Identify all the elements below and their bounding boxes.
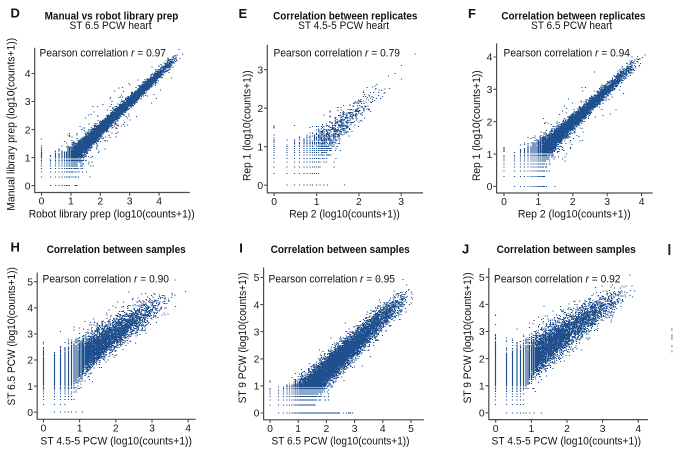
svg-text:H: H [11, 240, 20, 255]
svg-text:1: 1 [479, 381, 485, 392]
svg-text:1: 1 [27, 382, 33, 393]
svg-text:5: 5 [254, 273, 260, 284]
svg-text:1: 1 [536, 197, 542, 208]
svg-text:4: 4 [27, 304, 33, 315]
svg-text:0: 0 [27, 408, 33, 419]
svg-text:1: 1 [254, 382, 260, 393]
svg-text:3: 3 [604, 197, 610, 208]
svg-text:2: 2 [479, 354, 485, 365]
svg-text:1: 1 [529, 424, 535, 435]
svg-text:5: 5 [27, 277, 33, 288]
svg-text:2: 2 [254, 355, 260, 366]
svg-text:0: 0 [479, 409, 485, 420]
svg-text:Correlation between replicates: Correlation between replicates [501, 11, 645, 23]
svg-text:2: 2 [25, 125, 31, 136]
svg-text:Pearson correlation r = 0.95: Pearson correlation r = 0.95 [269, 273, 396, 285]
svg-text:2: 2 [570, 197, 576, 208]
svg-text:2: 2 [356, 197, 362, 208]
svg-text:2: 2 [113, 424, 119, 435]
svg-text:3: 3 [600, 424, 606, 435]
svg-text:J: J [462, 241, 469, 256]
svg-text:0: 0 [501, 197, 507, 208]
svg-text:ST 4.5-5 PCW heart: ST 4.5-5 PCW heart [298, 20, 389, 32]
svg-text:ST 6.5 PCW (log10(counts+1)): ST 6.5 PCW (log10(counts+1)) [271, 435, 409, 447]
svg-text:ST 6.5 PCW (log10(counts+1)): ST 6.5 PCW (log10(counts+1)) [6, 267, 18, 405]
svg-text:3: 3 [127, 197, 133, 208]
svg-text:4: 4 [487, 53, 493, 64]
svg-text:Pearson correlation r = 0.90: Pearson correlation r = 0.90 [43, 273, 170, 285]
svg-text:0: 0 [487, 182, 493, 193]
svg-text:0: 0 [257, 181, 263, 192]
svg-text:Pearson correlation r = 0.94: Pearson correlation r = 0.94 [504, 47, 631, 59]
svg-text:0: 0 [267, 424, 273, 435]
svg-text:Robot library prep (log10(coun: Robot library prep (log10(counts+1)) [29, 208, 195, 220]
svg-text:ST 6.5 PCW heart: ST 6.5 PCW heart [531, 20, 612, 32]
svg-text:E: E [239, 6, 248, 21]
svg-text:0: 0 [254, 409, 260, 420]
svg-text:3: 3 [398, 197, 404, 208]
svg-text:3: 3 [25, 97, 31, 108]
svg-text:0: 0 [25, 181, 31, 192]
svg-text:Pearson correlation r = 0.79: Pearson correlation r = 0.79 [274, 47, 401, 59]
svg-text:1: 1 [295, 424, 301, 435]
svg-text:1: 1 [77, 424, 83, 435]
svg-text:ST 6.5 PCW heart: ST 6.5 PCW heart [69, 20, 151, 32]
svg-text:I: I [239, 241, 243, 256]
svg-text:2: 2 [324, 424, 330, 435]
svg-text:3: 3 [254, 327, 260, 338]
svg-text:Rep 1 (log10(counts+1)): Rep 1 (log10(counts+1)) [242, 70, 254, 181]
svg-text:2: 2 [564, 424, 570, 435]
svg-text:3: 3 [149, 424, 155, 435]
svg-text:1: 1 [25, 153, 31, 164]
svg-text:2: 2 [257, 104, 263, 115]
svg-text:1: 1 [68, 197, 74, 208]
svg-text:3: 3 [27, 330, 33, 341]
svg-text:3: 3 [257, 65, 263, 76]
svg-text:Rep 2 (log10(counts+1)): Rep 2 (log10(counts+1)) [518, 208, 631, 220]
svg-text:F: F [468, 6, 476, 21]
svg-text:4: 4 [185, 424, 191, 435]
svg-text:1: 1 [487, 150, 493, 161]
svg-text:Rep 2 (log10(counts+1)): Rep 2 (log10(counts+1)) [289, 208, 400, 220]
svg-text:1: 1 [314, 197, 320, 208]
svg-text:Manual library prep (log10(cou: Manual library prep (log10(counts+1)) [5, 38, 17, 211]
svg-text:Correlation between samples: Correlation between samples [271, 244, 410, 256]
svg-text:Rep 1 (log10(counts+1)): Rep 1 (log10(counts+1)) [471, 70, 483, 181]
svg-text:3: 3 [487, 85, 493, 96]
svg-text:2: 2 [27, 356, 33, 367]
svg-text:ST 4.5-5 PCW (log10(counts+1)): ST 4.5-5 PCW (log10(counts+1)) [40, 435, 192, 447]
svg-text:5: 5 [408, 424, 414, 435]
svg-text:4: 4 [254, 300, 260, 311]
svg-text:0: 0 [41, 424, 47, 435]
svg-text:Pearson correlation r = 0.97: Pearson correlation r = 0.97 [40, 47, 167, 59]
svg-text:4: 4 [635, 424, 641, 435]
svg-text:Pearson correlation r = 0.92: Pearson correlation r = 0.92 [494, 273, 621, 285]
svg-text:4: 4 [639, 197, 645, 208]
svg-text:ST 9 PCW (log10(counts+1)): ST 9 PCW (log10(counts+1)) [462, 272, 474, 403]
svg-text:Correlation between samples: Correlation between samples [497, 244, 636, 256]
svg-text:ST 4.5-5 PCW (log10(counts+1)): ST 4.5-5 PCW (log10(counts+1)) [492, 435, 642, 447]
svg-text:Manual vs robot library prep: Manual vs robot library prep [45, 11, 179, 23]
svg-text:2: 2 [487, 117, 493, 128]
svg-text:D: D [11, 5, 20, 20]
svg-text:4: 4 [380, 424, 386, 435]
svg-text:4: 4 [156, 197, 162, 208]
svg-text:2: 2 [97, 197, 103, 208]
svg-text:ST 9 PCW (log10(counts+1)): ST 9 PCW (log10(counts+1)) [237, 272, 249, 403]
svg-text:3: 3 [352, 424, 358, 435]
svg-text:4: 4 [479, 300, 485, 311]
svg-text:Correlation between samples: Correlation between samples [47, 244, 186, 256]
svg-text:3: 3 [479, 327, 485, 338]
svg-text:4: 4 [25, 69, 31, 80]
svg-text:Correlation between replicates: Correlation between replicates [273, 11, 417, 23]
svg-text:1: 1 [257, 142, 263, 153]
svg-text:5: 5 [479, 273, 485, 284]
svg-text:0: 0 [39, 197, 45, 208]
svg-text:0: 0 [493, 424, 499, 435]
svg-text:0: 0 [271, 197, 277, 208]
